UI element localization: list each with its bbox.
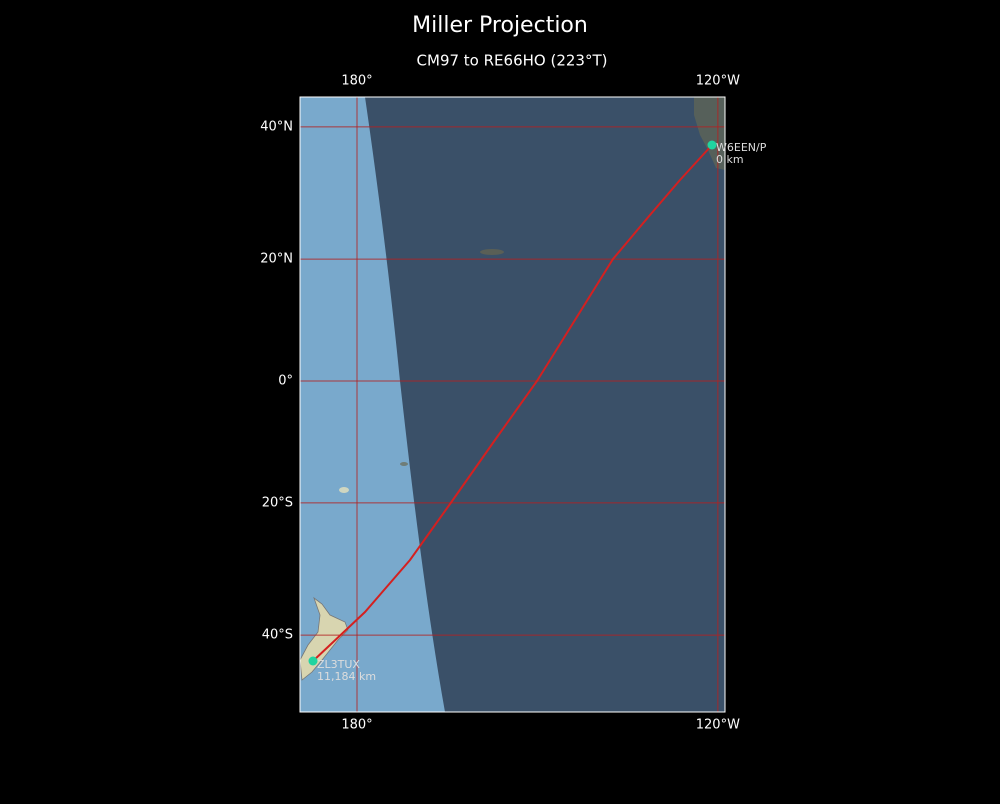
lat-label: 40°N bbox=[260, 119, 293, 134]
graticule bbox=[300, 97, 725, 712]
lat-label: 20°S bbox=[262, 495, 293, 510]
station-distance: 0 km bbox=[716, 153, 744, 166]
station-marker bbox=[707, 140, 717, 150]
great-circle-path bbox=[312, 144, 713, 662]
lon-label-bottom: 120°W bbox=[696, 718, 740, 733]
map-area bbox=[300, 97, 725, 712]
map-subtitle: CM97 to RE66HO (223°T) bbox=[417, 52, 608, 70]
lat-label: 40°S bbox=[262, 628, 293, 643]
night-shade bbox=[365, 97, 725, 712]
land-california bbox=[694, 97, 725, 170]
lat-label: 20°N bbox=[260, 252, 293, 267]
island-samoa bbox=[400, 462, 408, 466]
island-hawaii bbox=[480, 249, 504, 255]
lon-label-top: 120°W bbox=[696, 74, 740, 89]
lon-label-top: 180° bbox=[341, 74, 372, 89]
map-title: Miller Projection bbox=[412, 13, 588, 38]
lat-label: 0° bbox=[278, 374, 293, 389]
station-call: ZL3TUX bbox=[317, 658, 360, 671]
lon-label-bottom: 180° bbox=[341, 718, 372, 733]
island-fiji bbox=[339, 487, 349, 493]
station-distance: 11,184 km bbox=[317, 670, 376, 683]
station-marker bbox=[308, 656, 318, 666]
map-frame bbox=[299, 96, 726, 713]
station-call: W6EEN/P bbox=[716, 141, 767, 154]
